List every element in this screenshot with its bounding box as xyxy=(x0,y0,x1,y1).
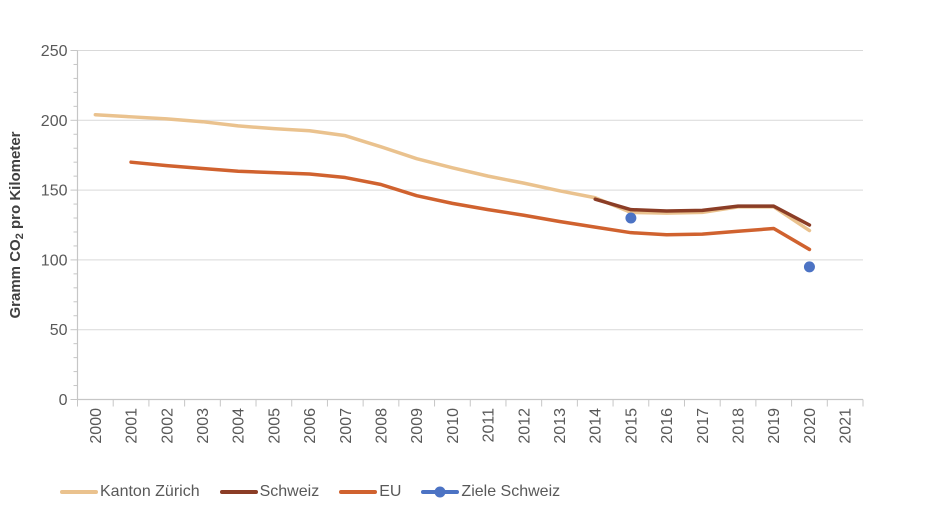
x-tick-label-2006: 2006 xyxy=(302,408,319,444)
legend-line-swatch-eu xyxy=(339,490,378,494)
x-tick-label-2005: 2005 xyxy=(266,408,283,444)
x-tick-label-2003: 2003 xyxy=(195,408,212,444)
x-tick-label-2012: 2012 xyxy=(516,408,533,444)
y-axis-title: Gramm CO2 pro Kilometer xyxy=(7,131,26,318)
x-tick-label-2008: 2008 xyxy=(373,408,390,444)
y-axis-title-subscript: 2 xyxy=(14,233,26,239)
y-tick-label-100: 100 xyxy=(41,252,68,269)
chart-legend: Kanton Zürich Schweiz EU Ziele Schweiz xyxy=(60,483,560,501)
series-line-kanton-z-rich xyxy=(93,112,812,233)
x-tick-label-2010: 2010 xyxy=(445,408,462,444)
y-tick-label-200: 200 xyxy=(41,113,68,130)
legend-label-kanton-zuerich: Kanton Zürich xyxy=(100,483,200,500)
legend-label-eu: EU xyxy=(379,483,402,500)
y-tick-label-0: 0 xyxy=(59,392,68,409)
legend-item-eu: EU xyxy=(339,483,401,501)
legend-label-schweiz: Schweiz xyxy=(259,483,320,500)
legend-item-schweiz: Schweiz xyxy=(219,483,320,501)
x-tick-label-2013: 2013 xyxy=(552,408,569,444)
y-tick-label-250: 250 xyxy=(41,43,68,60)
x-tick-label-2021: 2021 xyxy=(838,408,855,444)
x-tick-label-2019: 2019 xyxy=(766,408,783,444)
x-tick-label-2011: 2011 xyxy=(481,408,498,443)
y-axis-title-main: Gramm CO xyxy=(7,239,24,319)
legend-label-ziele-schweiz: Ziele Schweiz xyxy=(461,483,561,500)
legend-item-kanton-zuerich: Kanton Zürich xyxy=(60,483,200,501)
y-tick-label-50: 50 xyxy=(50,322,68,339)
x-tick-label-2016: 2016 xyxy=(659,408,676,444)
x-tick-label-2009: 2009 xyxy=(409,408,426,444)
legend-marker-dot xyxy=(434,486,446,498)
legend-line-swatch-schweiz xyxy=(219,490,258,494)
x-tick-label-2007: 2007 xyxy=(338,408,355,444)
series-point-ziele-schweiz-2015 xyxy=(625,212,637,224)
x-tick-label-2018: 2018 xyxy=(731,408,748,444)
series-point-ziele-schweiz-2020 xyxy=(803,261,815,273)
x-tick-label-2004: 2004 xyxy=(231,408,248,444)
x-tick-label-2014: 2014 xyxy=(588,408,605,444)
x-tick-label-2000: 2000 xyxy=(88,408,105,444)
x-tick-label-2017: 2017 xyxy=(695,408,712,444)
x-tick-label-2020: 2020 xyxy=(802,408,819,444)
legend-line-swatch-kanton-zuerich xyxy=(60,490,98,494)
x-tick-label-2002: 2002 xyxy=(159,408,176,444)
series-line-schweiz xyxy=(593,197,812,227)
x-tick-label-2015: 2015 xyxy=(623,408,640,444)
y-tick-label-150: 150 xyxy=(41,183,68,200)
legend-item-ziele-schweiz: Ziele Schweiz xyxy=(421,483,560,501)
x-tick-label-2001: 2001 xyxy=(124,408,141,444)
legend-line-swatch-ziele-schweiz xyxy=(421,486,460,498)
series-line-eu xyxy=(129,160,812,252)
y-axis-title-rest: pro Kilometer xyxy=(7,131,24,233)
